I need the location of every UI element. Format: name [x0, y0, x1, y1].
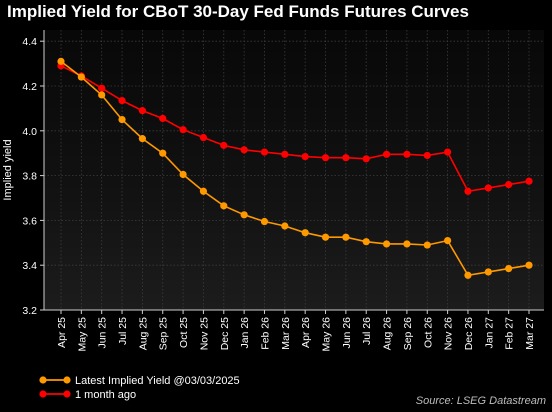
data-point [382, 240, 391, 248]
x-tick-label: Nov 25 [198, 317, 210, 350]
x-tick-label: Jan 26 [239, 317, 251, 349]
series-line [60, 60, 530, 277]
x-tick-label: Feb 26 [259, 317, 271, 350]
x-tick-label: Mar 26 [280, 317, 292, 350]
data-point [199, 133, 208, 142]
gridlines [44, 30, 544, 310]
data-point [464, 271, 472, 279]
data-point [98, 84, 106, 92]
series-line [60, 65, 530, 193]
x-tick-label: Jan 27 [483, 317, 495, 349]
plot-background [44, 30, 544, 310]
data-point [444, 148, 452, 156]
x-tick-label: Oct 25 [178, 317, 190, 348]
data-point [342, 233, 350, 241]
data-point [220, 202, 228, 210]
legend-marker [63, 376, 71, 384]
data-point [98, 91, 106, 99]
y-tick-label: 3.4 [22, 260, 37, 272]
x-tick-label: Dec 26 [463, 317, 475, 350]
data-point [179, 126, 187, 134]
data-point [260, 148, 269, 156]
x-tick-label: Dec 25 [219, 317, 231, 350]
data-point [57, 57, 65, 65]
data-point [240, 146, 248, 154]
x-tick-label: Sep 25 [158, 317, 170, 350]
y-tick-label: 3.6 [22, 215, 37, 227]
data-point [281, 150, 289, 158]
data-point [321, 154, 330, 162]
axes [43, 30, 544, 311]
legend-marker [39, 376, 47, 384]
data-point [301, 152, 309, 161]
x-tick-label: Jun 25 [97, 317, 109, 349]
data-point [464, 187, 472, 195]
y-tick-label: 3.8 [22, 171, 37, 183]
series-lines [57, 57, 533, 279]
x-tick-label: Jun 26 [341, 317, 353, 349]
data-point [220, 141, 228, 149]
legend-marker [39, 390, 47, 398]
y-tick-label: 3.2 [22, 305, 37, 317]
data-point [423, 241, 431, 249]
data-point [484, 268, 492, 276]
y-axis-label: Implied yield [2, 139, 14, 200]
legend-marker [63, 390, 71, 398]
legend-label: Latest Implied Yield @03/03/2025 [75, 375, 240, 387]
x-tick-label: Sep 26 [402, 317, 414, 350]
data-point [342, 154, 350, 162]
data-point [505, 264, 513, 273]
y-tick-label: 4.4 [22, 36, 37, 48]
data-point [382, 150, 391, 158]
data-point [362, 238, 370, 246]
data-point [138, 135, 146, 143]
x-tick-label: Jul 25 [117, 317, 129, 345]
legend: Latest Implied Yield @03/03/2025 1 month … [39, 375, 240, 401]
x-tick-label: Aug 26 [382, 317, 394, 350]
data-point [362, 155, 370, 163]
x-tick-label: Apr 25 [56, 317, 68, 348]
data-point [118, 116, 126, 124]
x-tick-label: Mar 27 [524, 317, 536, 350]
y-tick-label: 4.2 [22, 81, 37, 93]
legend-label: 1 month ago [75, 389, 136, 401]
data-point [179, 170, 187, 179]
x-tick-label: Apr 26 [300, 317, 312, 348]
data-point [159, 114, 167, 123]
data-point [281, 222, 289, 230]
data-point [525, 177, 533, 185]
data-point [444, 236, 452, 245]
x-tick-label: Oct 26 [422, 317, 434, 348]
chart-title: Implied Yield for CBoT 30-Day Fed Funds … [7, 2, 469, 21]
data-point [525, 261, 533, 269]
data-point [138, 107, 146, 115]
x-tick-label: May 25 [76, 317, 88, 352]
x-tick-label: Aug 25 [137, 317, 149, 350]
x-tick-label: Feb 27 [504, 317, 516, 350]
data-point [403, 150, 411, 158]
x-tick-labels: Apr 25 May 25 Jun 25 Jul 25 Aug 25 Sep 25 Oct … [56, 310, 536, 351]
data-point [403, 240, 411, 248]
data-point [301, 229, 309, 237]
x-tick-label: Jul 26 [361, 317, 373, 345]
data-point [423, 151, 431, 160]
x-tick-label: May 26 [321, 317, 333, 352]
data-point [321, 233, 330, 241]
data-point [118, 96, 126, 105]
data-point [505, 180, 513, 189]
x-tick-label: Nov 26 [443, 317, 455, 350]
data-point [77, 73, 85, 81]
data-point [260, 217, 269, 226]
y-tick-label: 4.0 [22, 126, 37, 138]
data-point [199, 187, 208, 195]
data-point [159, 149, 167, 157]
data-point [484, 184, 492, 192]
y-tick-labels: 3.2 3.4 3.6 3.8 4.0 4.2 4.4 [22, 36, 44, 317]
source-note: Source: LSEG Datastream [416, 395, 546, 407]
data-point [240, 211, 248, 219]
